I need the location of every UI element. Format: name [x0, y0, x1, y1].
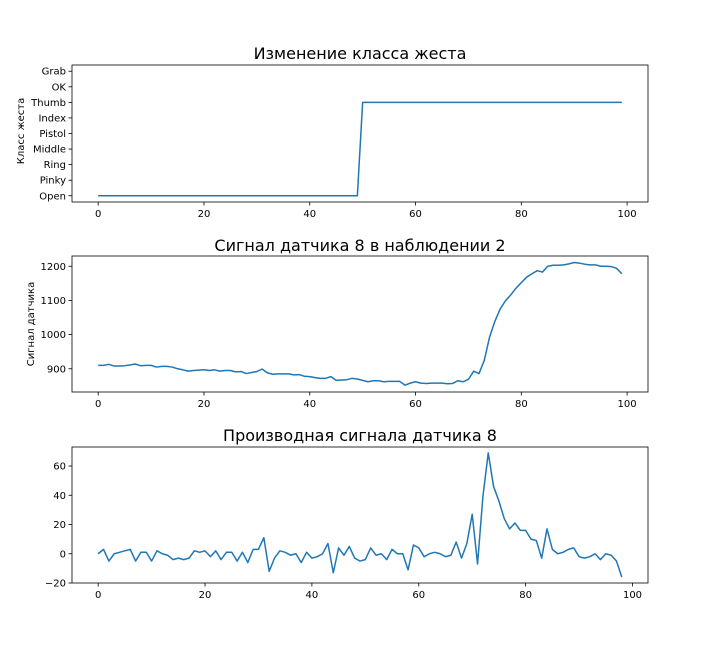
y-tick-label: 1100 [41, 296, 66, 307]
chart-title: Производная сигнала датчика 8 [223, 426, 497, 445]
x-tick-label: 80 [515, 399, 528, 410]
x-tick-label: 20 [198, 209, 211, 220]
x-tick-label: 20 [199, 590, 212, 601]
axes-frame [71, 64, 649, 203]
plot-area: 0 20 40 60 80 100 900 1000 1100 1200 [41, 255, 649, 410]
y-tick-label: Grab [42, 67, 66, 78]
x-tick-label: 60 [409, 399, 422, 410]
series-line [97, 452, 623, 578]
x-tick-label: 20 [198, 399, 211, 410]
y-axis-label: Класс жеста [16, 98, 27, 164]
y-tick-label: 40 [53, 491, 66, 502]
y-tick-label: 60 [53, 462, 66, 473]
chart-title: Сигнал датчика 8 в наблюдении 2 [214, 236, 505, 255]
x-tick-label: 40 [303, 209, 316, 220]
x-tick-label: 80 [519, 590, 532, 601]
chart-title: Изменение класса жеста [254, 44, 467, 63]
y-tick-label: 20 [53, 520, 66, 531]
plot-area: 0 20 40 60 80 100 −20 0 20 40 60 [45, 446, 649, 601]
y-tick-label: 1200 [41, 262, 66, 273]
y-tick-label: OK [52, 82, 67, 93]
x-tick-label: 100 [618, 399, 637, 410]
y-axis-label: Сигнал датчика [26, 282, 37, 366]
y-tick-label: Thumb [30, 98, 66, 109]
gesture-class-panel: Изменение класса жеста Класс жеста 0 20 40… [16, 44, 649, 220]
y-tick-label: −20 [45, 579, 66, 590]
x-tick-label: 100 [618, 209, 637, 220]
x-tick-label: 40 [306, 590, 319, 601]
series-line [98, 101, 622, 197]
y-tick-label: Open [39, 191, 66, 202]
x-tick-label: 60 [412, 590, 425, 601]
y-tick-label: Index [38, 113, 66, 124]
plot-area: 0 20 40 60 80 100 Open Pinky Ring Middle Pistol Ind… [30, 64, 649, 220]
axes-frame [71, 255, 649, 393]
y-tick-label: 900 [47, 364, 66, 375]
axes-frame [71, 446, 649, 584]
series-line [98, 261, 623, 386]
y-tick-label: Middle [33, 145, 66, 156]
y-tick-label: Ring [44, 160, 66, 171]
x-tick-label: 100 [623, 590, 642, 601]
x-tick-label: 0 [95, 590, 101, 601]
signal-derivative-panel: Производная сигнала датчика 8 0 20 40 60 80 1… [45, 426, 649, 601]
y-tick-label: 0 [60, 549, 66, 560]
y-tick-label: 1000 [41, 330, 66, 341]
x-tick-label: 0 [95, 399, 101, 410]
x-tick-label: 80 [515, 209, 528, 220]
x-tick-label: 60 [409, 209, 422, 220]
x-tick-label: 40 [303, 399, 316, 410]
y-tick-label: Pistol [39, 129, 66, 140]
sensor-signal-panel: Сигнал датчика 8 в наблюдении 2 Сигнал д… [26, 236, 649, 410]
x-tick-label: 0 [95, 209, 101, 220]
y-tick-label: Pinky [40, 176, 66, 187]
